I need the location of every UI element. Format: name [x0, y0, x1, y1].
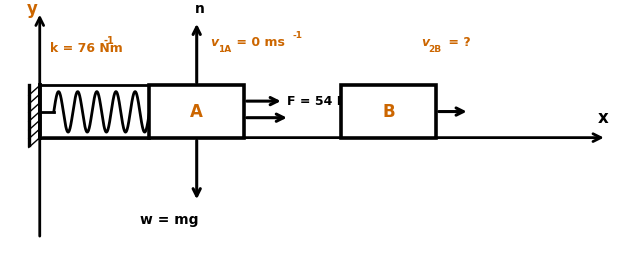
Text: B: B — [383, 103, 395, 120]
Text: k = 76 Nm: k = 76 Nm — [50, 42, 123, 55]
Text: -1: -1 — [293, 31, 303, 40]
Text: 1A: 1A — [218, 45, 231, 54]
Text: F = 54 N: F = 54 N — [287, 95, 347, 108]
Text: v: v — [420, 36, 429, 49]
Text: y: y — [27, 0, 38, 18]
Text: A: A — [190, 103, 203, 120]
Text: x: x — [598, 109, 609, 127]
Bar — [149, 85, 244, 138]
Text: n: n — [195, 2, 205, 16]
Text: v: v — [210, 36, 218, 49]
Text: -1: -1 — [104, 36, 114, 46]
Text: = 0 ms: = 0 ms — [233, 36, 285, 49]
Text: 2B: 2B — [429, 45, 442, 54]
Text: w = mg: w = mg — [141, 213, 199, 227]
Bar — [341, 85, 436, 138]
Text: = ?: = ? — [444, 36, 471, 49]
